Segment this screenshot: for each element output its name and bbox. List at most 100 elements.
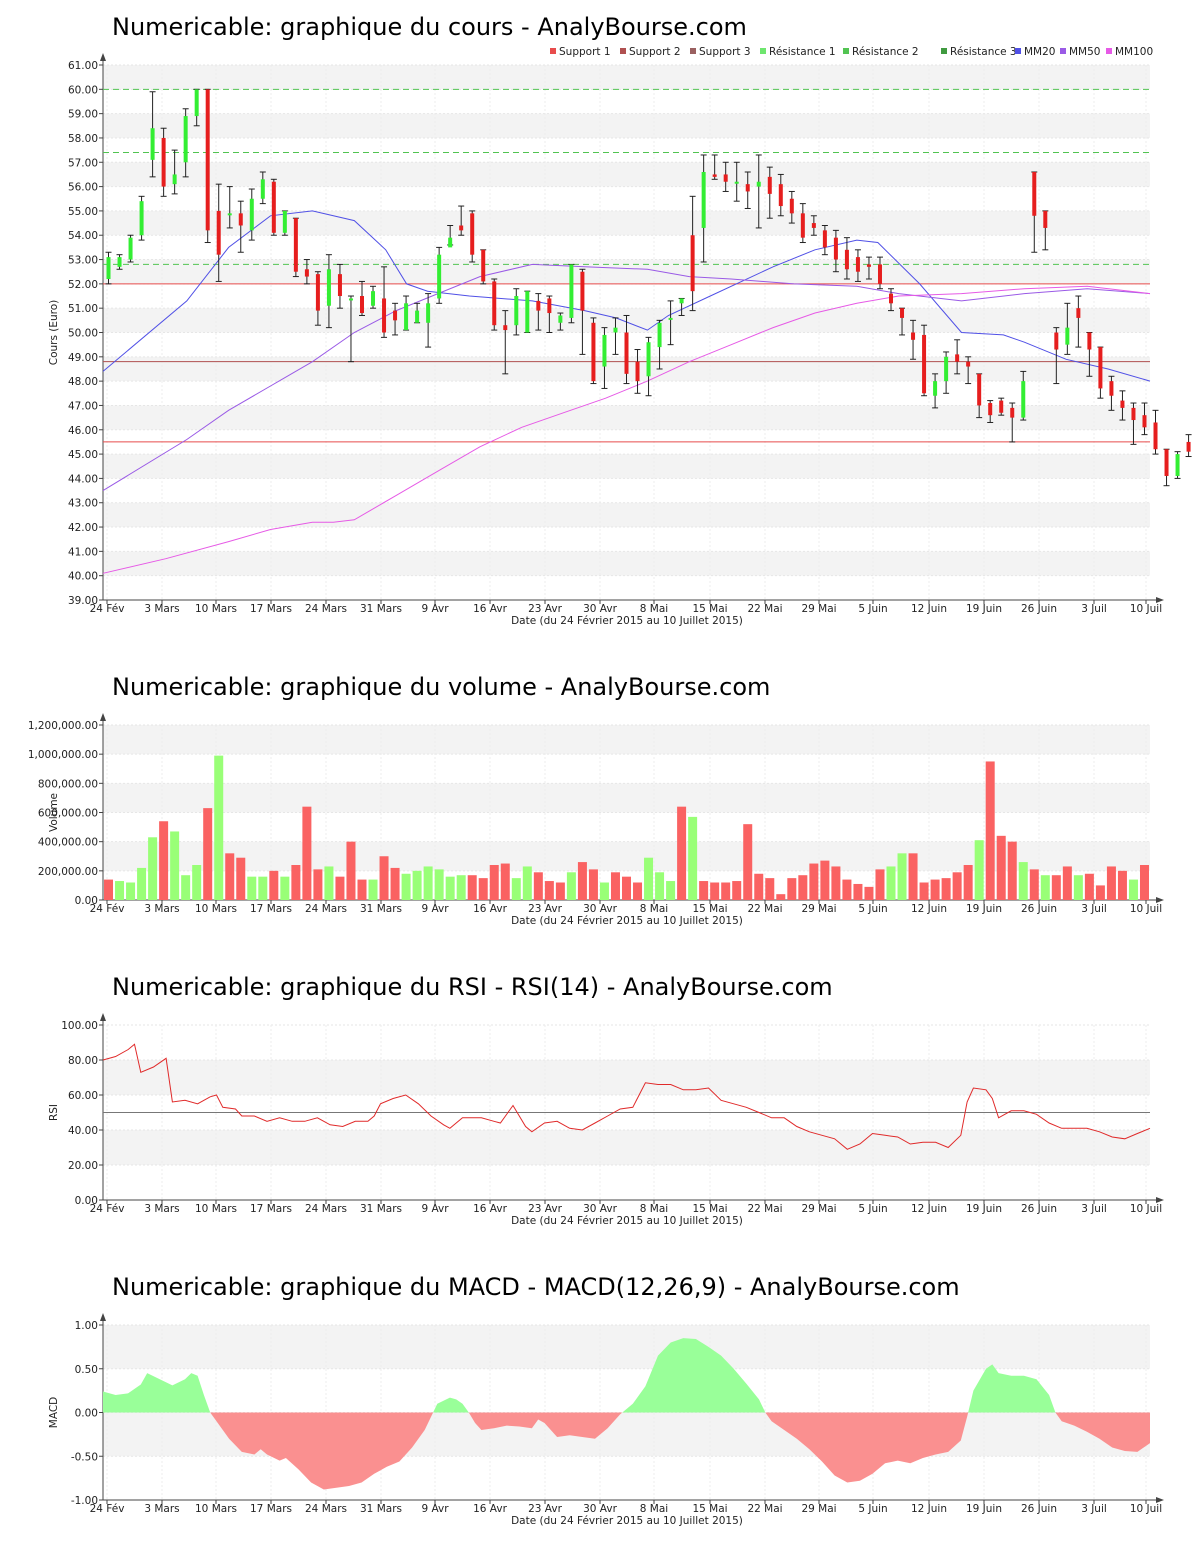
macd-x-tick-label: 26 Juin — [1021, 1503, 1057, 1515]
price-x-tick-label: 10 Mars — [195, 603, 237, 615]
candle-body-down — [635, 361, 640, 382]
price-grid-band — [103, 162, 1150, 187]
candle-body-down — [844, 249, 849, 270]
candle-body-up — [117, 257, 122, 267]
candle-body-down — [293, 218, 298, 272]
candle-body-down — [580, 271, 585, 311]
volume-bar — [412, 870, 422, 900]
volume-bar — [115, 881, 125, 900]
legend-label: MM100 — [1115, 46, 1153, 58]
volume-bar — [919, 882, 929, 900]
volume-chart: 0.00 200,000.00 400,000.00 600,000.00 800,00… — [28, 713, 1164, 927]
candle-body-up — [569, 264, 574, 318]
price-chart: 39.00 40.00 41.00 42.00 43.00 44.00 45.00 46.00… — [48, 53, 1192, 627]
macd-y-tick-label: 1.00 — [75, 1320, 98, 1332]
candle-body-down — [767, 176, 772, 194]
volume-bar — [996, 835, 1006, 900]
candle-body-down — [481, 249, 486, 282]
price-x-tick-label: 31 Mars — [360, 603, 402, 615]
volume-bar — [1051, 875, 1061, 900]
volume-bar — [787, 878, 797, 900]
candle-body-down — [977, 373, 982, 406]
candle-body-down — [1120, 400, 1125, 408]
volume-bar — [864, 886, 874, 900]
volume-x-tick-label: 15 Mai — [692, 903, 727, 915]
rsi-y-tick-label: 20.00 — [68, 1160, 98, 1172]
candle-body-up — [657, 322, 662, 348]
volume-bar — [159, 821, 169, 900]
candle-body-down — [922, 334, 927, 394]
volume-bar — [192, 865, 202, 900]
volume-bar — [809, 863, 819, 900]
candle-body-down — [359, 296, 364, 314]
volume-y-tick-label: 0.00 — [75, 895, 98, 907]
price-legend: Support 1 Support 2 Support 3 Résistance 1 R… — [550, 46, 1153, 58]
legend-swatch — [1015, 48, 1021, 54]
legend-swatch — [941, 48, 947, 54]
macd-x-tick-label: 19 Juin — [966, 1503, 1002, 1515]
volume-bar — [313, 869, 323, 900]
macd-x-tick-label: 9 Avr — [421, 1503, 449, 1515]
volume-x-tick-label: 23 Avr — [528, 903, 562, 915]
price-x-tick-label: 12 Juin — [911, 603, 947, 615]
legend-swatch — [620, 48, 626, 54]
price-x-tick-label: 8 Mai — [640, 603, 668, 615]
candle-body-down — [822, 230, 827, 248]
macd-chart-title: Numericable: graphique du MACD - MACD(12… — [112, 1273, 960, 1301]
candle-body-up — [602, 334, 607, 367]
candle-body-up — [1175, 454, 1180, 476]
volume-bar — [478, 878, 488, 900]
candle-body-down — [900, 308, 905, 318]
rsi-x-tick-label: 3 Juil — [1081, 1203, 1107, 1215]
legend-label: Support 1 — [559, 46, 611, 58]
price-y-tick-label: 58.00 — [68, 133, 98, 145]
volume-x-axis-title: Date (du 24 Février 2015 au 10 Juillet 2… — [511, 915, 743, 927]
volume-bar — [434, 869, 444, 900]
legend-swatch — [843, 48, 849, 54]
price-x-tick-label: 16 Avr — [473, 603, 507, 615]
legend-label: MM50 — [1069, 46, 1100, 58]
price-x-tick-label: 19 Juin — [966, 603, 1002, 615]
volume-bar — [544, 881, 554, 900]
candle-body-up — [646, 342, 651, 377]
candle-body-down — [624, 332, 629, 374]
volume-bar — [633, 882, 643, 900]
candle-body-down — [547, 298, 552, 314]
macd-x-tick-label: 30 Avr — [583, 1503, 617, 1515]
price-x-tick-label: 26 Juin — [1021, 603, 1057, 615]
volume-y-tick-label: 200,000.00 — [38, 866, 98, 878]
candle-body-up — [668, 317, 673, 320]
candle-body-down — [1186, 441, 1191, 452]
volume-bar — [776, 894, 786, 900]
volume-bar — [269, 870, 279, 900]
rsi-x-tick-label: 29 Mai — [801, 1203, 836, 1215]
price-y-tick-label: 48.00 — [68, 376, 98, 388]
volume-bar — [897, 853, 907, 900]
price-y-tick-label: 42.00 — [68, 522, 98, 534]
legend-swatch — [1106, 48, 1112, 54]
candle-body-up — [172, 174, 177, 185]
volume-bar — [985, 761, 995, 900]
candle-body-up — [194, 89, 199, 117]
rsi-grid-band — [103, 1130, 1150, 1165]
volume-y-tick-label: 1,000,000.00 — [28, 749, 98, 761]
volume-chart-title: Numericable: graphique du volume - Analy… — [112, 673, 770, 701]
volume-bar — [1007, 841, 1017, 900]
candle-body-down — [988, 403, 993, 416]
volume-bar — [588, 869, 598, 900]
volume-x-tick-label: 9 Avr — [421, 903, 449, 915]
candle-body-down — [492, 281, 497, 326]
rsi-x-tick-label: 24 Mars — [305, 1203, 347, 1215]
candle-body-down — [1087, 332, 1092, 350]
rsi-chart: 0.00 20.00 40.00 60.00 80.00 100.00 24 Fév 3 Ma… — [48, 1013, 1164, 1227]
volume-x-tick-label: 31 Mars — [360, 903, 402, 915]
volume-bar — [765, 878, 775, 900]
volume-bar — [126, 882, 136, 900]
volume-bar — [688, 816, 698, 900]
volume-bar — [875, 869, 885, 900]
candle-body-down — [1131, 407, 1136, 421]
candle-body-down — [238, 213, 243, 226]
price-y-tick-label: 54.00 — [68, 230, 98, 242]
price-x-tick-label: 30 Avr — [583, 603, 617, 615]
volume-x-tick-label: 24 Mars — [305, 903, 347, 915]
